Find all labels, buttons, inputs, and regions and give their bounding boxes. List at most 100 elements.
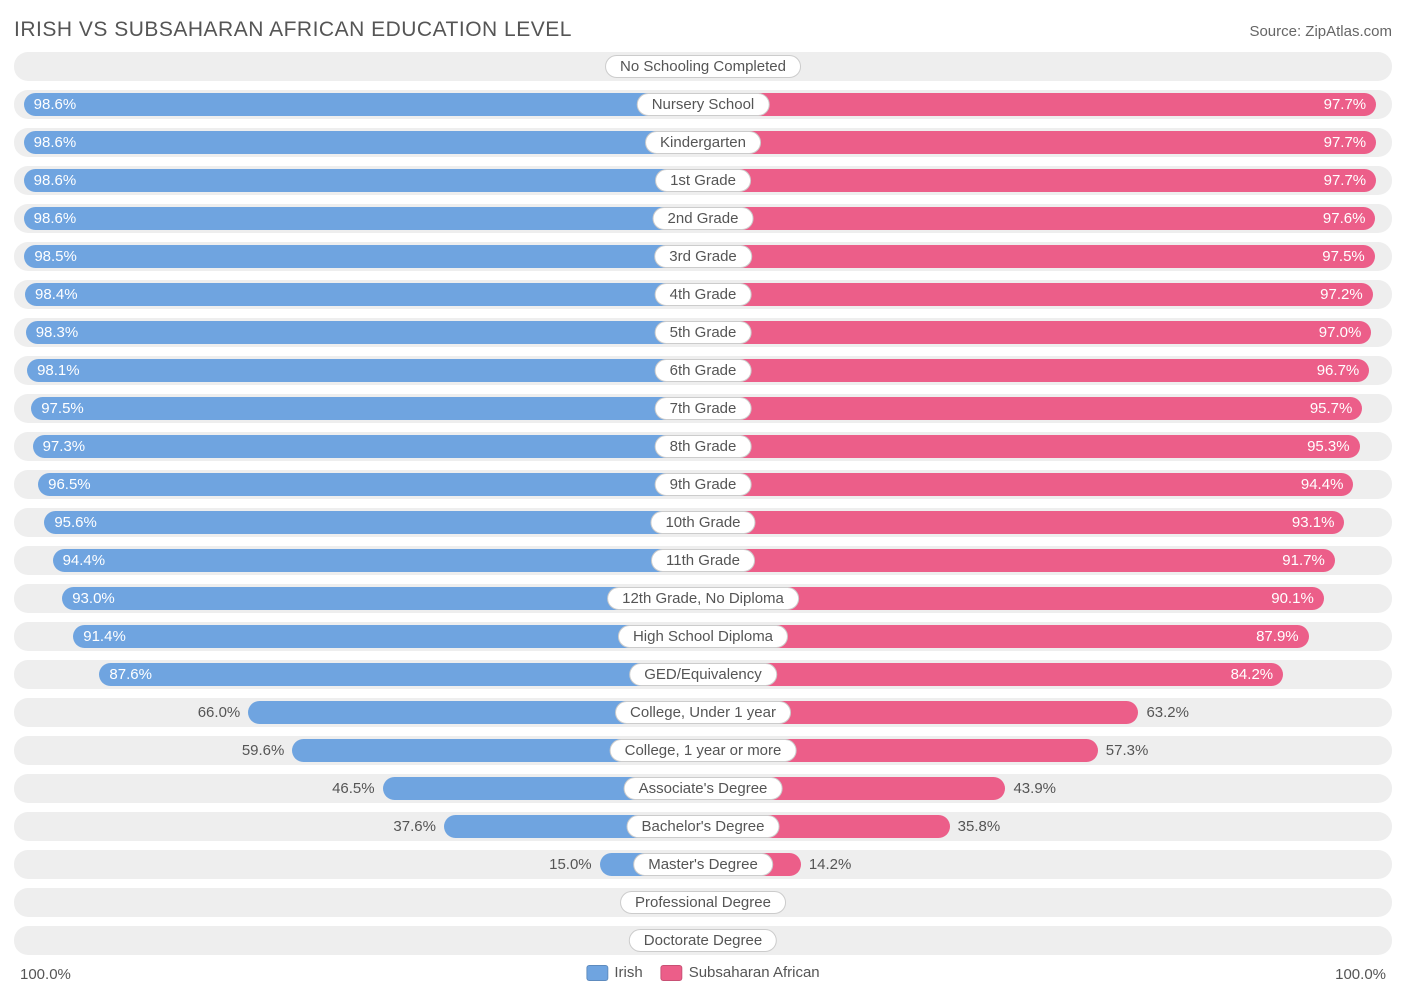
bar-right bbox=[703, 169, 1376, 192]
pct-left: 37.6% bbox=[393, 815, 444, 838]
category-label: 8th Grade bbox=[655, 435, 752, 458]
pct-left: 98.5% bbox=[24, 245, 77, 268]
pct-right: 94.4% bbox=[1301, 473, 1354, 496]
bar-left bbox=[25, 283, 703, 306]
bar-right bbox=[703, 131, 1376, 154]
bar-left bbox=[27, 359, 703, 382]
pct-left: 98.3% bbox=[26, 321, 79, 344]
pct-left: 97.3% bbox=[33, 435, 86, 458]
chart-row: 97.3%95.3%8th Grade bbox=[14, 432, 1392, 461]
pct-left: 96.5% bbox=[38, 473, 91, 496]
bar-left bbox=[24, 169, 703, 192]
pct-left: 98.1% bbox=[27, 359, 80, 382]
pct-right: 95.7% bbox=[1310, 397, 1363, 420]
bar-left bbox=[44, 511, 703, 534]
pct-right: 97.2% bbox=[1320, 283, 1373, 306]
chart-row: 37.6%35.8%Bachelor's Degree bbox=[14, 812, 1392, 841]
pct-right: 97.6% bbox=[1323, 207, 1376, 230]
pct-right: 43.9% bbox=[1005, 777, 1056, 800]
chart-row: 91.4%87.9%High School Diploma bbox=[14, 622, 1392, 651]
chart-row: 98.6% 97.7% Nursery School bbox=[14, 90, 1392, 119]
track-left: 66.0% bbox=[14, 698, 703, 727]
track-left: 98.5% bbox=[14, 242, 703, 271]
track-left: 4.4% bbox=[14, 888, 703, 917]
track-right: 97.5% bbox=[703, 242, 1392, 271]
category-label: 9th Grade bbox=[655, 473, 752, 496]
pct-right: 93.1% bbox=[1292, 511, 1345, 534]
track-left: 98.6% bbox=[14, 204, 703, 233]
pct-right: 97.7% bbox=[1324, 93, 1377, 116]
track-left: 91.4% bbox=[14, 622, 703, 651]
legend-swatch-right bbox=[661, 965, 683, 981]
category-label: 7th Grade bbox=[655, 397, 752, 420]
bar-left bbox=[73, 625, 703, 648]
track-right: 14.2% bbox=[703, 850, 1392, 879]
bar-left bbox=[38, 473, 703, 496]
track-left: 98.6% bbox=[14, 90, 703, 119]
chart-row: 98.3% 97.0%5th Grade bbox=[14, 318, 1392, 347]
category-label: College, Under 1 year bbox=[615, 701, 791, 724]
track-right: 63.2% bbox=[703, 698, 1392, 727]
legend-label-left: Irish bbox=[614, 964, 642, 981]
bar-right bbox=[703, 663, 1283, 686]
bar-right bbox=[703, 511, 1344, 534]
chart-row: 46.5% 43.9% Associate's Degree bbox=[14, 774, 1392, 803]
track-left: 97.5% bbox=[14, 394, 703, 423]
category-label: 3rd Grade bbox=[654, 245, 752, 268]
bar-right bbox=[703, 321, 1371, 344]
category-label: Doctorate Degree bbox=[629, 929, 777, 952]
category-label: 5th Grade bbox=[655, 321, 752, 344]
chart-source: Source: ZipAtlas.com bbox=[1249, 23, 1392, 40]
track-left: 1.4% bbox=[14, 52, 703, 81]
bar-chart: 1.4%2.3%No Schooling Completed98.6%97.7%… bbox=[0, 52, 1406, 955]
pct-right: 14.2% bbox=[801, 853, 852, 876]
bar-left bbox=[24, 93, 703, 116]
category-label: Kindergarten bbox=[645, 131, 761, 154]
track-left: 98.1% bbox=[14, 356, 703, 385]
category-label: 2nd Grade bbox=[653, 207, 754, 230]
track-left: 95.6% bbox=[14, 508, 703, 537]
category-label: Bachelor's Degree bbox=[627, 815, 780, 838]
pct-left: 59.6% bbox=[242, 739, 293, 762]
chart-row: 98.6% 97.6% 2nd Grade bbox=[14, 204, 1392, 233]
chart-row: 1.4%2.3%No Schooling Completed bbox=[14, 52, 1392, 81]
bar-left bbox=[24, 207, 703, 230]
track-right: 91.7% bbox=[703, 546, 1392, 575]
category-label: High School Diploma bbox=[618, 625, 788, 648]
track-right: 93.1% bbox=[703, 508, 1392, 537]
track-right: 97.0% bbox=[703, 318, 1392, 347]
pct-left: 46.5% bbox=[332, 777, 383, 800]
track-left: 37.6% bbox=[14, 812, 703, 841]
bar-right bbox=[703, 549, 1335, 572]
pct-right: 90.1% bbox=[1271, 587, 1324, 610]
bar-left bbox=[24, 245, 703, 268]
legend-item-left: Irish bbox=[586, 964, 642, 981]
legend: Irish Subsaharan African bbox=[586, 964, 819, 981]
track-right: 90.1% bbox=[703, 584, 1392, 613]
category-label: 6th Grade bbox=[655, 359, 752, 382]
category-label: Associate's Degree bbox=[624, 777, 783, 800]
track-left: 96.5% bbox=[14, 470, 703, 499]
category-label: Nursery School bbox=[637, 93, 770, 116]
track-left: 98.3% bbox=[14, 318, 703, 347]
bar-right bbox=[703, 93, 1376, 116]
category-label: 11th Grade bbox=[651, 549, 755, 572]
track-right: 1.8% bbox=[703, 926, 1392, 955]
pct-left: 15.0% bbox=[549, 853, 600, 876]
category-label: 12th Grade, No Diploma bbox=[607, 587, 799, 610]
bar-left bbox=[53, 549, 703, 572]
track-right: 87.9% bbox=[703, 622, 1392, 651]
chart-row: 98.4%97.2%4th Grade bbox=[14, 280, 1392, 309]
track-left: 94.4% bbox=[14, 546, 703, 575]
pct-left: 94.4% bbox=[53, 549, 106, 572]
bar-right bbox=[703, 245, 1375, 268]
chart-row: 98.6%97.7%1st Grade bbox=[14, 166, 1392, 195]
chart-row: 59.6%57.3%College, 1 year or more bbox=[14, 736, 1392, 765]
pct-right: 84.2% bbox=[1231, 663, 1284, 686]
track-right: 43.9% bbox=[703, 774, 1392, 803]
chart-row: 4.4%4.1%Professional Degree bbox=[14, 888, 1392, 917]
track-right: 97.7% bbox=[703, 128, 1392, 157]
pct-right: 97.7% bbox=[1324, 169, 1377, 192]
bar-left bbox=[24, 131, 703, 154]
pct-right: 97.7% bbox=[1324, 131, 1377, 154]
